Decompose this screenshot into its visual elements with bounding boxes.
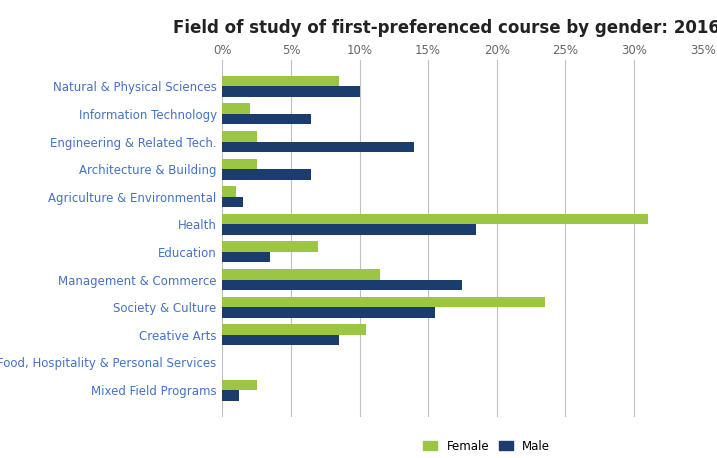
Bar <box>222 307 435 318</box>
Bar <box>222 297 545 307</box>
Bar <box>222 335 339 345</box>
Bar <box>222 158 257 169</box>
Bar <box>222 86 359 97</box>
Bar <box>222 390 239 401</box>
Bar <box>222 169 311 180</box>
Bar <box>222 131 257 142</box>
Bar <box>222 324 366 335</box>
Bar <box>222 76 339 86</box>
Bar <box>222 252 270 262</box>
Title: Field of study of first-preferenced course by gender: 2016–17: Field of study of first-preferenced cour… <box>174 19 717 37</box>
Bar <box>222 380 257 390</box>
Bar <box>222 241 318 252</box>
Bar <box>222 224 476 235</box>
Bar <box>222 269 380 279</box>
Bar <box>222 186 236 197</box>
Bar <box>222 279 462 290</box>
Bar <box>222 104 250 114</box>
Bar <box>222 197 243 207</box>
Bar <box>222 142 414 152</box>
Legend: Female, Male: Female, Male <box>418 435 555 458</box>
Bar <box>222 114 311 125</box>
Bar <box>222 214 647 224</box>
